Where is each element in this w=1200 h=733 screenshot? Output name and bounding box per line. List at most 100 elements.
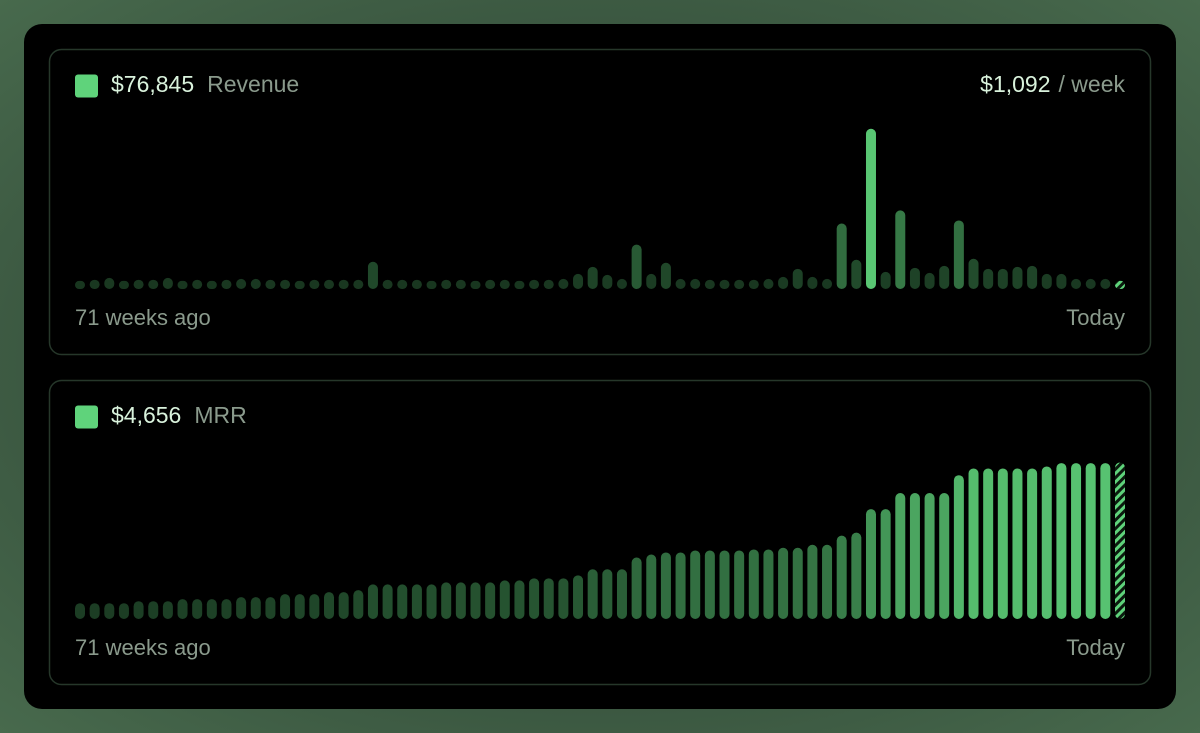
bar [1071, 278, 1082, 289]
bar [1085, 463, 1096, 619]
bar [660, 262, 671, 289]
bar [104, 603, 115, 619]
bar [1027, 265, 1038, 289]
bar [1100, 278, 1111, 289]
bar [924, 493, 935, 619]
x-end-label: Today [1066, 635, 1125, 660]
bar [924, 272, 935, 289]
bar [968, 468, 979, 619]
bar [675, 278, 686, 289]
bar [851, 532, 862, 619]
series-label: MRR [194, 402, 246, 428]
bar [236, 597, 247, 619]
bar [426, 280, 437, 289]
bar [514, 280, 525, 289]
bar [748, 549, 759, 619]
bar [792, 547, 803, 619]
bar [148, 601, 159, 619]
bar [602, 274, 613, 289]
bar [1071, 463, 1082, 619]
bar [265, 279, 276, 289]
bar [719, 279, 730, 289]
bar [236, 278, 247, 289]
bar [939, 493, 950, 619]
bar [983, 468, 994, 619]
bar [660, 552, 671, 619]
bar [250, 597, 261, 619]
bar [792, 268, 803, 289]
bar [865, 128, 876, 289]
bar [865, 509, 876, 619]
total-value: $4,656 [111, 402, 181, 428]
bar [895, 210, 906, 289]
bar [192, 599, 203, 619]
bar [836, 535, 847, 619]
legend-swatch [75, 405, 98, 429]
bar [426, 584, 437, 619]
bar [367, 584, 378, 619]
bar [455, 279, 466, 289]
bar [1041, 273, 1052, 289]
rate-value: $1,092 [980, 71, 1050, 97]
bar [704, 550, 715, 619]
bar [338, 279, 349, 289]
bar [177, 280, 188, 289]
bar [558, 278, 569, 289]
bar [675, 552, 686, 619]
bar [690, 550, 701, 619]
bar [250, 278, 261, 289]
rate-unit: / week [1059, 71, 1126, 97]
x-start-label: 71 weeks ago [75, 305, 211, 330]
bar [455, 582, 466, 619]
bar [836, 223, 847, 289]
bar [631, 244, 642, 289]
bar [953, 220, 964, 289]
bar [206, 280, 217, 289]
bar [294, 594, 305, 619]
bar [367, 261, 378, 289]
bar [382, 584, 393, 619]
bar [280, 594, 291, 619]
bar [616, 278, 627, 289]
bar [1041, 466, 1052, 619]
bar [75, 603, 85, 619]
bar [778, 276, 789, 289]
bar [646, 273, 657, 289]
bar [441, 279, 452, 289]
bar [309, 279, 320, 289]
bar [162, 601, 173, 619]
bar [89, 603, 100, 619]
bar [1100, 463, 1111, 619]
bar [353, 279, 364, 289]
bar [192, 279, 203, 289]
bar [221, 279, 232, 289]
bar [822, 278, 833, 289]
bar [953, 475, 964, 619]
bar [177, 599, 188, 619]
bar [118, 280, 129, 289]
bar [851, 259, 862, 289]
bar [324, 592, 335, 619]
total-value: $76,845 [111, 71, 194, 97]
panel [48, 379, 1152, 686]
bar [1056, 463, 1067, 619]
bar [763, 549, 774, 619]
bar [983, 268, 994, 289]
bar [1085, 278, 1096, 289]
bar [485, 582, 496, 619]
bar [162, 277, 173, 289]
bar [690, 278, 701, 289]
bar [573, 575, 584, 619]
bar [529, 279, 540, 289]
bar [558, 578, 569, 619]
bar [338, 592, 349, 619]
bar [1012, 266, 1023, 289]
bar [1115, 280, 1125, 289]
bar [1056, 273, 1067, 289]
bar [587, 266, 598, 289]
bar [880, 271, 891, 289]
bar [880, 509, 891, 619]
bar [382, 279, 393, 289]
bar [499, 279, 510, 289]
